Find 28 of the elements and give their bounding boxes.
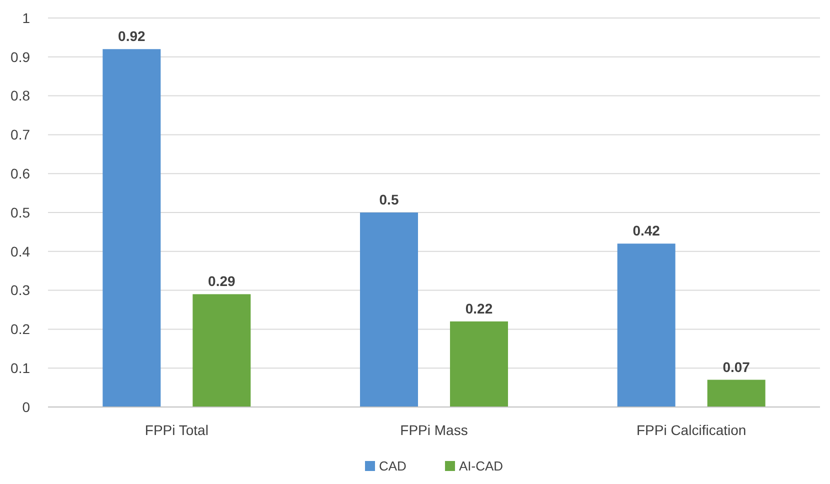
bar (450, 321, 508, 407)
data-label: 0.92 (118, 28, 146, 44)
legend-label: CAD (379, 458, 406, 474)
y-tick-label: 0.9 (10, 48, 30, 65)
y-tick-label: 0.5 (10, 204, 30, 220)
y-tick-label: 0.6 (10, 166, 30, 182)
data-label: 0.22 (465, 300, 493, 316)
x-tick-label: FPPi Calcification (636, 422, 746, 438)
bar (192, 294, 251, 407)
y-tick-label: 0.1 (10, 360, 30, 376)
y-tick-label: 0.8 (10, 88, 30, 104)
y-tick-label: 0.2 (10, 321, 30, 338)
data-label: 0.5 (379, 192, 399, 208)
y-tick-label: 0.7 (10, 126, 30, 143)
data-label: 0.42 (632, 222, 660, 239)
y-tick-label: 0.4 (10, 243, 30, 260)
data-label: 0.29 (208, 273, 236, 290)
x-tick-label: FPPi Mass (400, 422, 468, 438)
bar (617, 244, 676, 407)
bar (707, 380, 766, 407)
y-tick-label: 0 (22, 398, 30, 415)
bar (360, 212, 418, 407)
bar (102, 49, 161, 407)
data-label: 0.07 (722, 358, 750, 375)
y-tick-label: 0.3 (10, 282, 30, 298)
x-tick-label: FPPi Total (144, 422, 208, 438)
legend-label: AI-CAD (459, 458, 504, 474)
y-tick-label: 1 (22, 10, 30, 26)
